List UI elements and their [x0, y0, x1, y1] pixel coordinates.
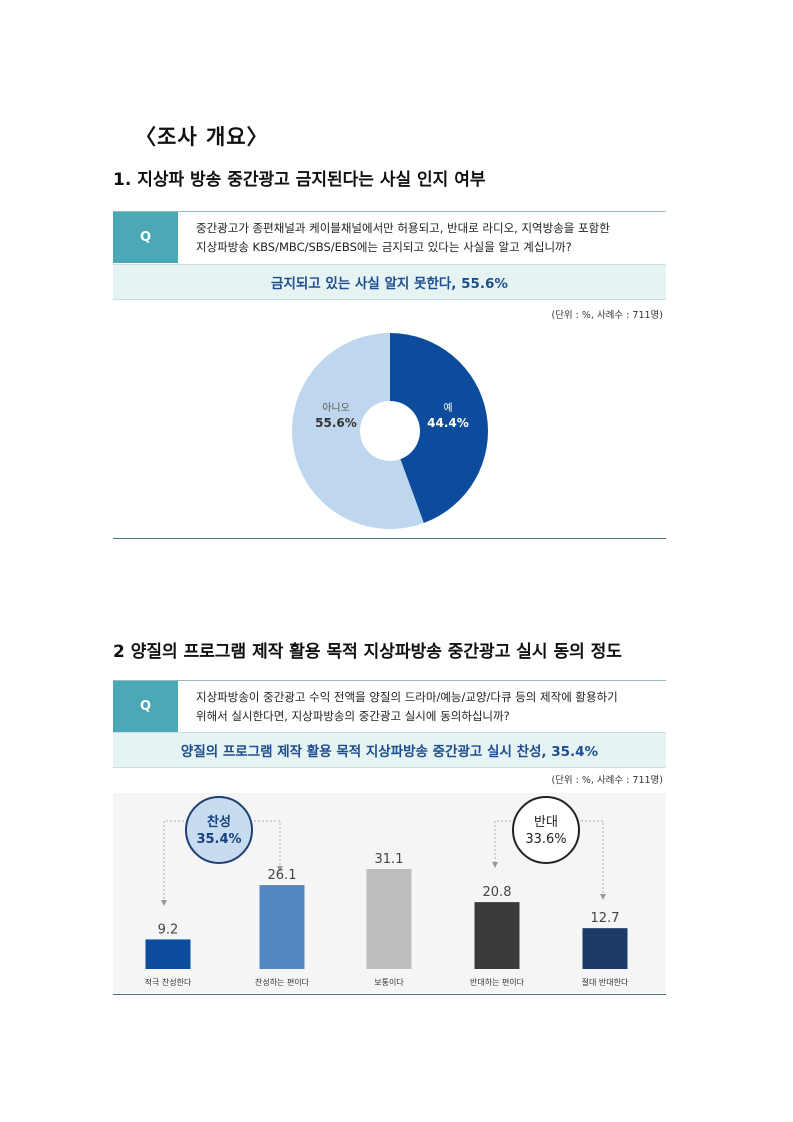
agree-bubble	[185, 796, 253, 864]
bar-value-label-2: 26.1	[268, 868, 297, 883]
bar-value-label-5: 12.7	[591, 911, 620, 926]
agree-bracket-right	[254, 820, 283, 872]
section2-q-label: Q	[113, 681, 178, 732]
section1-unit: (단위 : %, 사례수 : 711명)	[551, 310, 663, 321]
section2-bottom-rule	[113, 994, 666, 995]
section1-answer: 금지되고 있는 사실 알지 못한다, 55.6%	[113, 264, 666, 300]
pie-slice-yes	[390, 333, 488, 523]
disagree-bubble-label: 반대	[534, 815, 558, 830]
section2-unit: (단위 : %, 사례수 : 711명)	[551, 775, 663, 786]
bar-value-label-3: 31.1	[375, 852, 404, 867]
bar-category-label-5: 절대 반대한다	[582, 978, 629, 987]
bar-category-label-1: 적극 찬성한다	[145, 977, 192, 987]
section1-question-line1: 중간광고가 종편채널과 케이블채널에서만 허용되고, 반대로 라디오, 지역방송…	[196, 221, 610, 235]
section2-answer: 양질의 프로그램 제작 활용 목적 지상파방송 중간광고 실시 찬성, 35.4…	[113, 732, 666, 768]
section1-question-row: Q 중간광고가 종편채널과 케이블채널에서만 허용되고, 반대로 라디오, 지역…	[113, 211, 666, 263]
bar-2	[259, 885, 305, 969]
disagree-bubble	[512, 796, 580, 864]
section1-question-line2: 지상파방송 KBS/MBC/SBS/EBS에는 금지되고 있다는 사실을 알고 …	[196, 240, 572, 254]
disagree-bracket-right	[577, 820, 606, 900]
bar-5	[582, 928, 628, 969]
section1-bottom-rule	[113, 538, 666, 539]
pie-label-yes: 예	[443, 402, 452, 414]
section1-q-label: Q	[113, 212, 178, 263]
section1-question: 중간광고가 종편채널과 케이블채널에서만 허용되고, 반대로 라디오, 지역방송…	[178, 212, 666, 263]
bar-3	[366, 869, 412, 969]
section2-question: 지상파방송이 중간광고 수익 전액을 양질의 드라마/예능/교양/다큐 등의 제…	[178, 681, 666, 732]
bar-value-label-4: 20.8	[483, 885, 512, 900]
section1-pie-chart: 예 44.4% 아니오 55.6%	[291, 333, 488, 529]
pie-label-no: 아니오	[322, 402, 350, 414]
bar-4	[474, 902, 520, 969]
agree-bubble-label: 찬성	[207, 814, 231, 830]
bar-category-label-4: 반대하는 편이다	[470, 977, 525, 987]
bar-1	[145, 939, 191, 969]
pie-value-no: 55.6%	[315, 416, 357, 430]
section1-title: 1. 지상파 방송 중간광고 금지된다는 사실 인지 여부	[113, 170, 486, 190]
bar-category-label-3: 보통이다	[374, 977, 404, 987]
disagree-bracket-left	[492, 820, 515, 868]
disagree-bubble-value: 33.6%	[525, 832, 566, 847]
bar-category-label-2: 찬성하는 편이다	[255, 977, 310, 987]
page-heading: 〈조사 개요〉	[135, 125, 269, 149]
pie-slice-no	[291, 333, 424, 529]
bar-value-label-1: 9.2	[158, 922, 179, 937]
pie-donut-hole	[360, 401, 420, 461]
section2-question-row: Q 지상파방송이 중간광고 수익 전액을 양질의 드라마/예능/교양/다큐 등의…	[113, 680, 666, 732]
agree-bracket-left	[161, 820, 184, 906]
agree-bubble-value: 35.4%	[196, 832, 241, 847]
section2-title: 2 양질의 프로그램 제작 활용 목적 지상파방송 중간광고 실시 동의 정도	[113, 642, 622, 662]
section2-question-line2: 위해서 실시한다면, 지상파방송의 중간광고 실시에 동의하십니까?	[196, 709, 510, 723]
section2-bar-chart: 찬성 35.4% 반대 33.6% 9.2 적극 찬성한다 26.1 찬성하는 편이다…	[145, 796, 629, 987]
pie-value-yes: 44.4%	[427, 416, 469, 430]
section2-question-line1: 지상파방송이 중간광고 수익 전액을 양질의 드라마/예능/교양/다큐 등의 제…	[196, 690, 618, 704]
